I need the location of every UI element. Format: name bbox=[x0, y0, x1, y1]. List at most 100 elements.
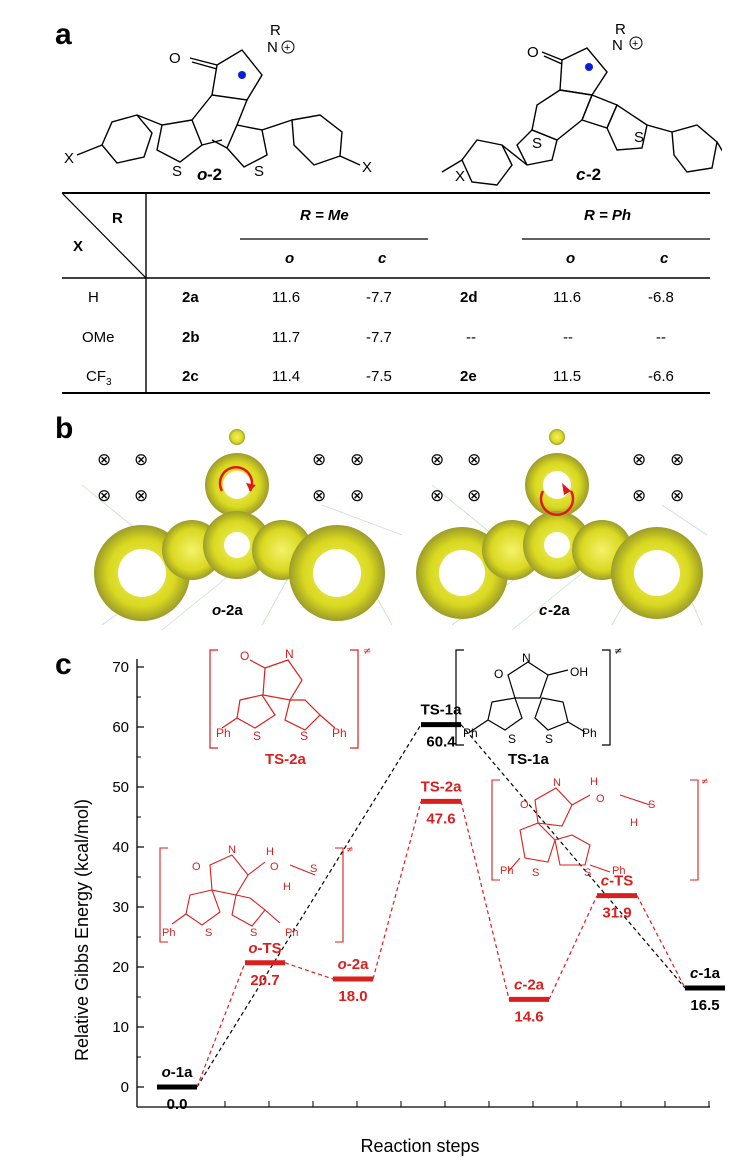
energy-level-name: c-2a bbox=[514, 976, 545, 993]
panel-b-letter: b bbox=[55, 412, 74, 445]
row-ph-o: 11.6 bbox=[553, 289, 582, 306]
label-c-2-suffix: -2 bbox=[586, 165, 601, 184]
ts2a-ph-right: Ph bbox=[332, 726, 347, 740]
table-corner-r: R bbox=[112, 210, 123, 227]
row-ph-o: 11.5 bbox=[553, 368, 582, 385]
ts1a-oh: OH bbox=[570, 665, 588, 679]
row-cmp2: -- bbox=[466, 329, 476, 346]
field-symbol-icon: ⊗ bbox=[312, 450, 326, 470]
ts1a-ph-right: Ph bbox=[582, 726, 597, 740]
energy-level-value: 31.9 bbox=[602, 905, 631, 922]
energy-level-name-prefix: c bbox=[514, 976, 523, 993]
row-x-sub: 3 bbox=[106, 377, 112, 388]
atom-o-right: O bbox=[527, 44, 539, 61]
energy-level-name: TS-2a bbox=[421, 778, 463, 795]
red-path-segment bbox=[284, 962, 334, 980]
chart-paths bbox=[196, 724, 686, 1088]
label-c-2-prefix: c bbox=[576, 165, 586, 184]
energy-level-name-suffix: -1a bbox=[698, 965, 720, 982]
ots-atom-o: O bbox=[192, 861, 201, 873]
black-path-segment bbox=[460, 724, 686, 989]
label-o-2a-prefix: o bbox=[212, 602, 221, 619]
field-symbol-icon: ⊗ bbox=[670, 486, 684, 506]
table-rules bbox=[62, 192, 710, 394]
energy-level-name-prefix: o bbox=[248, 940, 257, 957]
y-tick-label: 0 bbox=[121, 1079, 129, 1096]
red-path-segment bbox=[636, 895, 686, 989]
row-x-text: CF bbox=[86, 368, 106, 385]
row-ph-c: -6.6 bbox=[648, 368, 674, 385]
field-symbol-icon: ⊗ bbox=[467, 486, 481, 506]
sub-r-left: R bbox=[270, 22, 281, 39]
field-symbol-icon: ⊗ bbox=[670, 450, 684, 470]
row-x: H bbox=[88, 289, 99, 306]
row-cmp2: 2e bbox=[460, 368, 477, 385]
o-ts-structure bbox=[159, 847, 344, 943]
ts2a-atom-n: N bbox=[285, 647, 294, 661]
table-sub-ph-o: o bbox=[566, 250, 576, 267]
ots-ph-right: Ph bbox=[285, 927, 298, 939]
energy-level-value: 60.4 bbox=[426, 734, 456, 751]
energy-level-name: o-2a bbox=[338, 956, 370, 973]
cts-atom-h: H bbox=[590, 776, 598, 788]
energy-level-name-prefix: o bbox=[338, 956, 347, 973]
c-ts-structure bbox=[491, 779, 699, 881]
panel-a-letter: a bbox=[55, 18, 72, 51]
table-group-me: R = Me bbox=[300, 207, 349, 224]
cts-atom-o2: O bbox=[596, 793, 605, 805]
red-path-segment bbox=[460, 801, 510, 1000]
table-corner-x: X bbox=[73, 238, 84, 255]
row-ph-o: -- bbox=[563, 329, 573, 346]
row-me-c: -7.5 bbox=[366, 368, 392, 385]
chart-axes: 0 10 20 30 40 50 60 70 bbox=[112, 659, 710, 1108]
red-path-segment bbox=[372, 801, 422, 980]
sub-x-right-1: X bbox=[455, 168, 465, 185]
y-tick-label: 10 bbox=[112, 1019, 129, 1036]
energy-level-value: 14.6 bbox=[514, 1008, 543, 1025]
panel-b-images: ⊗ ⊗ ⊗ ⊗ ⊗ ⊗ ⊗ ⊗ o -2a ⊗ bbox=[81, 429, 708, 631]
ts1a-atom-o: O bbox=[494, 667, 503, 681]
row-me-c: -7.7 bbox=[366, 329, 392, 346]
atom-s-left-1: S bbox=[172, 163, 182, 180]
label-c-2a-prefix: c bbox=[539, 602, 548, 619]
row-ph-c: -- bbox=[656, 329, 666, 346]
ots-atom-s: S bbox=[310, 863, 317, 875]
field-symbol-icon: ⊗ bbox=[312, 486, 326, 506]
cts-atom-s: S bbox=[648, 799, 655, 811]
energy-level-name-suffix: -TS bbox=[609, 873, 633, 890]
cts-ph-left: Ph bbox=[500, 865, 513, 877]
field-symbol-icon: ⊗ bbox=[350, 450, 364, 470]
radical-dot-icon bbox=[585, 63, 593, 71]
field-symbol-icon: ⊗ bbox=[632, 486, 646, 506]
energy-level-name-prefix: c bbox=[601, 873, 610, 890]
ts2a-dagger: ≠ bbox=[363, 646, 371, 657]
row-cmp1: 2a bbox=[182, 289, 199, 306]
atom-s-right-1: S bbox=[532, 135, 542, 152]
y-tick-label: 50 bbox=[112, 779, 129, 796]
cts-atom-o: O bbox=[520, 799, 529, 811]
energy-level-name-suffix: -2a bbox=[522, 976, 544, 993]
table-group-ph: R = Ph bbox=[584, 207, 632, 224]
ts-1a-structure bbox=[455, 649, 611, 746]
row-me-o: 11.7 bbox=[272, 329, 301, 346]
table-sub-ph-c: c bbox=[660, 250, 669, 267]
energy-level-name: c-1a bbox=[690, 965, 721, 982]
ts1a-dagger: ≠ bbox=[614, 646, 622, 657]
row-x: OMe bbox=[82, 329, 115, 346]
table-sub-me-o: o bbox=[285, 250, 295, 267]
cts-ph-right: Ph bbox=[612, 865, 625, 877]
radical-dot-icon bbox=[238, 71, 246, 79]
cts-dagger: ≠ bbox=[701, 777, 709, 787]
ts1a-ph-left: Ph bbox=[463, 726, 478, 740]
ots-atom-h: H bbox=[266, 846, 274, 858]
field-symbol-icon: ⊗ bbox=[467, 450, 481, 470]
energy-level-name-suffix: TS-1a bbox=[421, 702, 463, 719]
molecule-o-2 bbox=[76, 49, 361, 168]
y-tick-label: 30 bbox=[112, 899, 129, 916]
ts2a-atom-s2: S bbox=[300, 729, 308, 743]
y-tick-label: 40 bbox=[112, 839, 129, 856]
ts1a-bracket-label: TS-1a bbox=[508, 751, 550, 768]
y-axis-label: Relative Gibbs Energy (kcal/mol) bbox=[72, 799, 92, 1061]
energy-level-name: o-TS bbox=[248, 940, 281, 957]
